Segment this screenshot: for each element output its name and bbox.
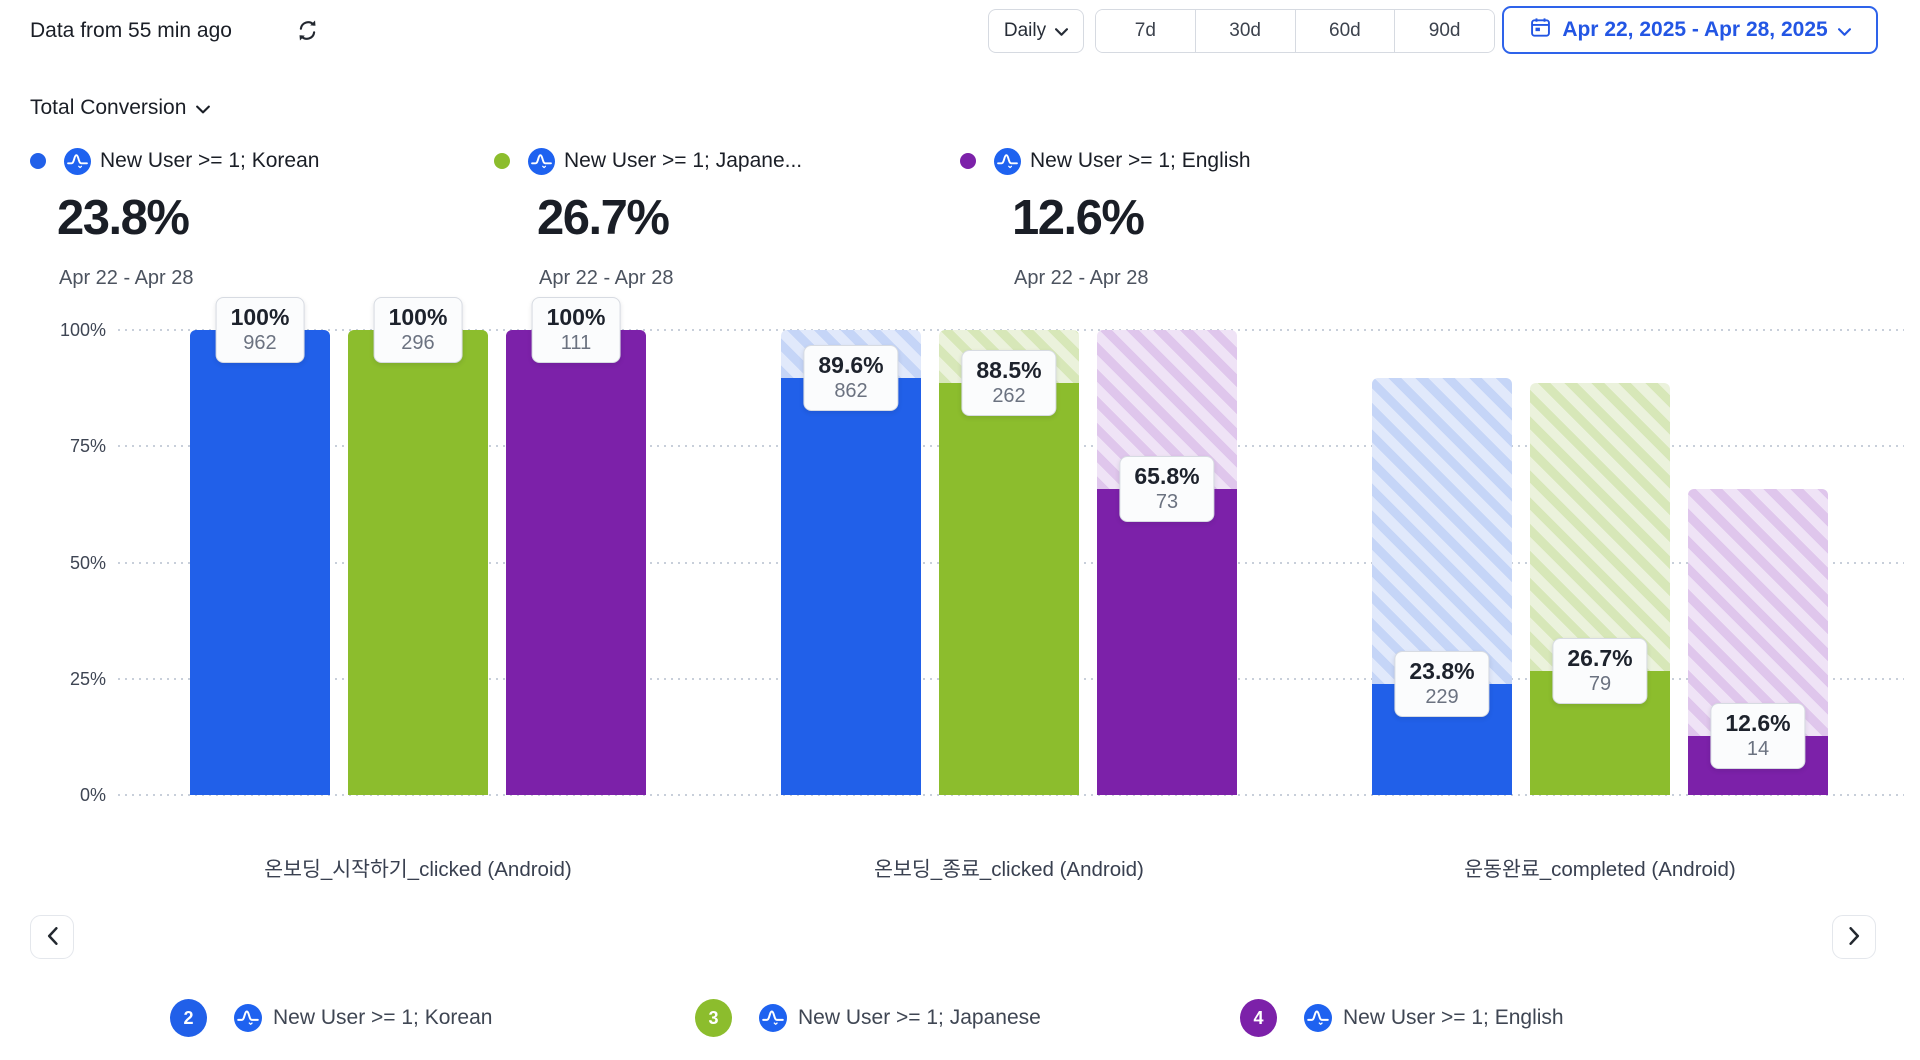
- user-count: 111: [560, 332, 592, 354]
- quick-range-group: 7d 30d 60d 90d: [1095, 9, 1495, 53]
- bar-value-label: 65.8% 73: [1119, 456, 1215, 523]
- range-60d-button[interactable]: 60d: [1294, 10, 1395, 52]
- user-count: 79: [1588, 672, 1612, 695]
- amplitude-logo-icon: [1304, 1004, 1332, 1032]
- user-count: 262: [992, 385, 1026, 408]
- next-page-button[interactable]: [1832, 915, 1876, 959]
- chevron-left-icon: [47, 926, 58, 948]
- y-axis-tick-label: 100%: [59, 320, 106, 340]
- funnel-bar-unconverted[interactable]: [1372, 378, 1512, 685]
- y-axis-tick-label: 25%: [69, 668, 106, 689]
- y-axis-tick-label: 75%: [69, 436, 106, 457]
- user-count: 962: [243, 332, 277, 354]
- total-conversion-value-english: 12.6%: [1012, 191, 1145, 245]
- user-count: 14: [1746, 738, 1770, 761]
- series-color-dot: [494, 153, 510, 169]
- range-90d-button[interactable]: 90d: [1394, 10, 1494, 52]
- series-color-dot: [30, 153, 46, 169]
- conversion-percent: 26.7%: [1567, 644, 1633, 671]
- series-number-badge: 2: [170, 999, 207, 1037]
- bar-value-label: 100% 962: [215, 297, 305, 363]
- conversion-percent: 100%: [230, 304, 290, 330]
- funnel-bar-segment[interactable]: [348, 330, 488, 795]
- bar-value-label: 100% 111: [531, 297, 621, 363]
- prev-page-button[interactable]: [30, 915, 74, 959]
- date-range-value: Apr 22, 2025 - Apr 28, 2025: [1562, 18, 1828, 41]
- conversion-percent: 100%: [388, 304, 448, 330]
- bar-value-label: 89.6% 862: [803, 345, 899, 412]
- range-7d-button[interactable]: 7d: [1096, 10, 1195, 52]
- bottom-legend-item-korean[interactable]: 2 New User >= 1; Korean: [170, 997, 492, 1039]
- conversion-percent: 89.6%: [818, 352, 884, 379]
- legend-item-japanese[interactable]: New User >= 1; Japane...: [494, 146, 802, 176]
- bar-value-label: 88.5% 262: [961, 350, 1057, 417]
- granularity-value: Daily: [1003, 20, 1047, 41]
- funnel-bar-unconverted[interactable]: [1530, 383, 1670, 671]
- granularity-dropdown[interactable]: Daily: [988, 9, 1084, 53]
- funnel-bar-segment[interactable]: [1097, 489, 1237, 795]
- legend-label: New User >= 1; English: [1030, 149, 1251, 172]
- bottom-legend-item-english[interactable]: 4 New User >= 1; English: [1240, 997, 1564, 1039]
- total-conversion-value-korean: 23.8%: [57, 191, 190, 245]
- amplitude-logo-icon: [759, 1004, 787, 1032]
- chevron-down-icon: [196, 96, 211, 120]
- metric-label: Total Conversion: [30, 96, 187, 119]
- y-axis-tick-label: 0%: [79, 785, 106, 805]
- amplitude-logo-icon: [994, 147, 1021, 175]
- series-color-dot: [960, 153, 976, 169]
- chevron-down-icon: [1837, 18, 1851, 42]
- funnel-bar-unconverted[interactable]: [1688, 489, 1828, 737]
- y-axis-tick-label: 50%: [69, 552, 106, 573]
- amplitude-logo-icon: [528, 147, 555, 175]
- legend-label: New User >= 1; Japane...: [564, 149, 803, 172]
- conversion-percent: 100%: [546, 304, 606, 330]
- conversion-percent: 12.6%: [1725, 710, 1791, 737]
- legend-item-english[interactable]: New User >= 1; English: [960, 146, 1251, 176]
- legend-item-korean[interactable]: New User >= 1; Korean: [30, 146, 319, 176]
- summary-date-range: Apr 22 - Apr 28: [539, 267, 674, 289]
- x-axis-category-label: 온보딩_종료_clicked (Android): [874, 858, 1144, 881]
- conversion-percent: 23.8%: [1409, 658, 1475, 685]
- bottom-legend-label: New User >= 1; English: [1343, 1006, 1564, 1029]
- range-30d-button[interactable]: 30d: [1194, 10, 1295, 52]
- bar-value-label: 26.7% 79: [1552, 637, 1648, 704]
- funnel-bar-segment[interactable]: [506, 330, 646, 795]
- gridline-0%: [118, 794, 1904, 796]
- bar-value-label: 12.6% 14: [1710, 703, 1806, 770]
- funnel-bar-segment[interactable]: [939, 383, 1079, 795]
- summary-date-range: Apr 22 - Apr 28: [59, 267, 194, 289]
- chevron-right-icon: [1848, 926, 1860, 948]
- conversion-percent: 88.5%: [976, 357, 1042, 384]
- metric-selector-dropdown[interactable]: Total Conversion: [30, 96, 211, 120]
- series-number-badge: 4: [1240, 999, 1277, 1037]
- calendar-icon: [1529, 16, 1552, 45]
- bar-value-label: 23.8% 229: [1394, 651, 1490, 718]
- refresh-button[interactable]: [290, 15, 324, 49]
- summary-date-range: Apr 22 - Apr 28: [1014, 267, 1149, 289]
- bottom-legend-item-japanese[interactable]: 3 New User >= 1; Japanese: [695, 997, 1041, 1039]
- amplitude-logo-icon: [234, 1004, 262, 1032]
- user-count: 73: [1155, 491, 1179, 514]
- date-range-picker[interactable]: Apr 22, 2025 - Apr 28, 2025: [1502, 6, 1878, 54]
- user-count: 296: [401, 332, 435, 354]
- legend-label: New User >= 1; Korean: [100, 149, 320, 172]
- total-conversion-value-japanese: 26.7%: [537, 191, 670, 245]
- data-freshness-label: Data from 55 min ago: [30, 19, 232, 42]
- x-axis-category-label: 온보딩_시작하기_clicked (Android): [264, 858, 572, 881]
- funnel-bar-segment[interactable]: [781, 378, 921, 795]
- funnel-bar-segment[interactable]: [190, 330, 330, 795]
- bar-value-label: 100% 296: [373, 297, 463, 363]
- amplitude-logo-icon: [64, 147, 91, 175]
- bottom-legend-label: New User >= 1; Korean: [273, 1006, 493, 1029]
- chevron-down-icon: [1055, 20, 1069, 42]
- bottom-legend-label: New User >= 1; Japanese: [798, 1006, 1041, 1029]
- user-count: 862: [834, 380, 868, 403]
- series-number-badge: 3: [695, 999, 732, 1037]
- x-axis-category-label: 운동완료_completed (Android): [1464, 858, 1736, 881]
- user-count: 229: [1425, 686, 1459, 709]
- refresh-icon: [294, 17, 321, 47]
- conversion-percent: 65.8%: [1134, 463, 1200, 490]
